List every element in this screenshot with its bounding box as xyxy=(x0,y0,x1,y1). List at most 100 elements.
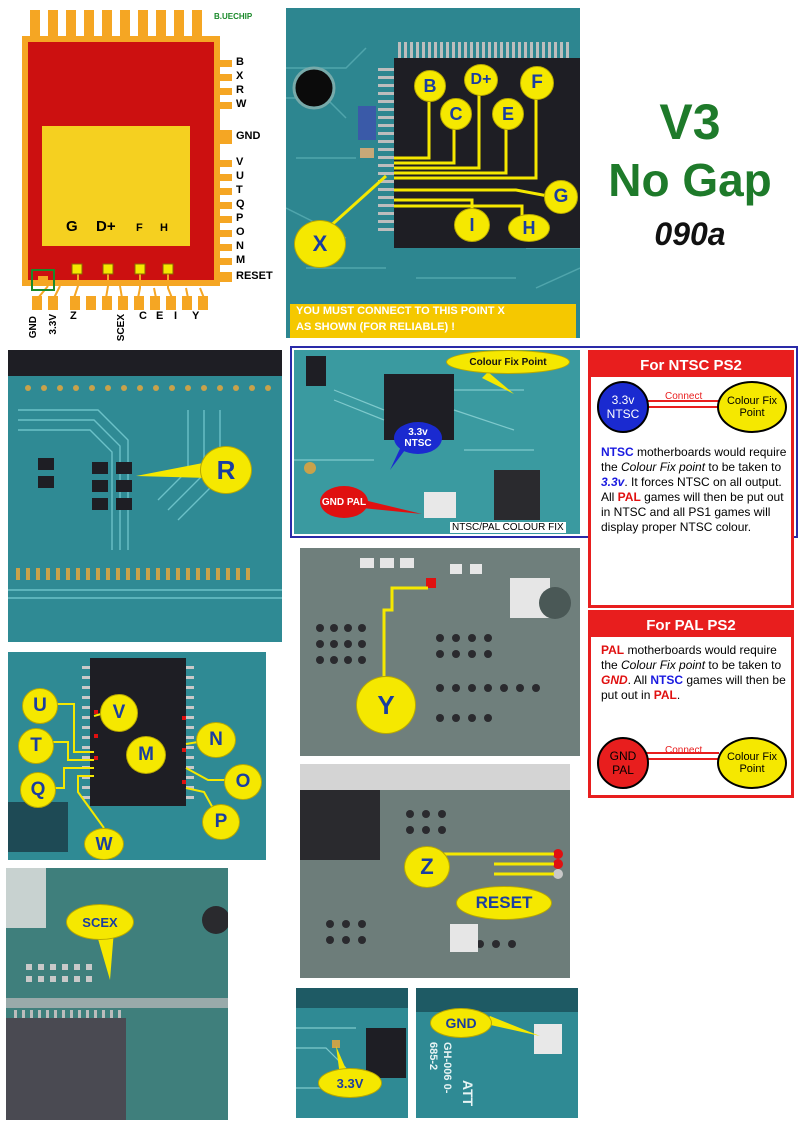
label-c: C xyxy=(440,98,472,130)
ntsc-desc-pal: PAL xyxy=(617,490,641,504)
colour-fix-caption: NTSC/PAL COLOUR FIX xyxy=(450,522,566,533)
chip-diagram: B.UECHIP B X R W GND V U T Q P O N M RES… xyxy=(8,8,278,342)
label-reset: RESET xyxy=(456,886,552,920)
chip-pin-u: U xyxy=(236,170,244,182)
chip-inner-dplus: D+ xyxy=(96,218,116,235)
colour-fix-frame xyxy=(290,346,798,538)
label-v: V xyxy=(100,694,138,732)
label-n: N xyxy=(196,722,236,758)
pal-desc-pal2: PAL xyxy=(653,688,677,702)
gnd-pal-bubble: GND PAL xyxy=(320,486,368,518)
photo-3v3-board xyxy=(296,988,408,1118)
photo-point-3v3: 3.3V xyxy=(296,988,408,1118)
photo-r-board xyxy=(8,350,282,642)
chip-pin-m: M xyxy=(236,254,246,266)
photo-points-uvtmnqopw: U V T M N Q O P W xyxy=(8,652,266,860)
chip-pin-gnd: GND xyxy=(236,130,261,142)
chip-pin-w: W xyxy=(236,98,247,110)
chip-bottom-y: Y xyxy=(192,310,200,322)
point-x-note-line2: AS SHOWN (FOR RELIABLE) ! xyxy=(296,321,455,333)
ntsc-desc-2: motherboards would require the xyxy=(601,445,787,474)
photo-point-scex: SCEX xyxy=(6,868,228,1120)
pal-colour-fix-circle: Colour Fix Point xyxy=(717,737,787,789)
label-scex: SCEX xyxy=(66,904,134,940)
gnd-chip-text: GH-006 0-685-2 xyxy=(427,1042,453,1094)
title-no-gap: No Gap xyxy=(608,154,772,206)
title-v3: V3 xyxy=(659,94,721,150)
pal-desc-pal: PAL xyxy=(601,643,625,657)
photo-point-r: R xyxy=(8,350,282,642)
pal-desc-gnd: GND xyxy=(601,673,628,687)
photo-x-board xyxy=(286,8,580,338)
label-q: Q xyxy=(20,772,56,808)
label-3v3: 3.3V xyxy=(318,1068,382,1098)
label-w: W xyxy=(84,828,124,860)
ntsc-connect-label: Connect xyxy=(665,391,703,402)
chip-inner-f: F xyxy=(136,222,143,234)
point-x-note-line1: YOU MUST CONNECT TO THIS POINT X xyxy=(296,305,505,317)
pal-desc-colour-fix: Colour Fix point xyxy=(621,658,706,672)
pal-desc-ntsc: NTSC xyxy=(650,673,684,687)
label-dplus: D+ xyxy=(464,64,498,96)
chip-bottom-e: E xyxy=(156,310,164,322)
chip-pin-p: P xyxy=(236,212,244,224)
label-b: B xyxy=(414,70,446,102)
ntsc-desc-3v3: 3.3v xyxy=(601,475,625,489)
ntsc-desc-6: . It forces NTSC on all output. All xyxy=(601,475,782,504)
chip-pin-v: V xyxy=(236,156,244,168)
chip-pin-n: N xyxy=(236,240,244,252)
label-y: Y xyxy=(356,676,416,734)
pal-desc-8: games will then be put out in xyxy=(601,673,786,702)
label-m: M xyxy=(126,736,166,774)
photo-scex-board xyxy=(6,868,228,1120)
label-z: Z xyxy=(404,846,450,888)
pal-connect-diagram xyxy=(643,752,719,760)
colour-fix-point-bubble: Colour Fix Point xyxy=(446,350,570,374)
chip-pin-r: R xyxy=(236,84,244,96)
ntsc-description: NTSC motherboards would require the Colo… xyxy=(601,445,787,535)
ntsc-colour-fix-circle: Colour Fix Point xyxy=(717,381,787,433)
label-e: E xyxy=(492,98,524,130)
label-x: X xyxy=(294,220,346,268)
pal-desc-2: motherboards would require the xyxy=(601,643,777,672)
chip-pin-x: X xyxy=(236,70,244,82)
chip-bottom-c: C xyxy=(139,310,147,322)
gnd-att-text: ATT xyxy=(460,1080,476,1107)
label-u: U xyxy=(22,688,58,724)
ntsc-desc-colour-fix: Colour Fix point xyxy=(621,460,706,474)
ntsc-panel: For NTSC PS2 3.3v NTSC Connect Colour Fi… xyxy=(588,350,794,608)
chip-pin-o: O xyxy=(236,226,245,238)
chip-pin-q: Q xyxy=(236,198,245,210)
pal-panel-title: For PAL PS2 xyxy=(591,613,791,637)
pal-panel: For PAL PS2 PAL motherboards would requi… xyxy=(588,610,794,798)
pal-desc-4: to be taken to xyxy=(705,658,782,672)
chip-bottom-3v3: 3.3V xyxy=(48,314,59,335)
pal-desc-6: . All xyxy=(627,673,651,687)
label-i: I xyxy=(454,208,490,242)
pal-description: PAL motherboards would require the Colou… xyxy=(601,643,787,703)
title-version: 090a xyxy=(654,216,726,252)
chip-inner-h: H xyxy=(160,222,168,234)
title-block: V3 No Gap 090a xyxy=(590,96,790,276)
ntsc-panel-title: For NTSC PS2 xyxy=(591,353,791,377)
photo-point-y: Y xyxy=(300,548,580,756)
label-g: G xyxy=(544,180,578,214)
pal-desc-10: . xyxy=(676,688,681,702)
photo-points-z-reset: Z RESET xyxy=(300,764,570,978)
chip-pin-reset: RESET xyxy=(236,270,273,282)
photo-point-x: B C D+ E F G I H X YOU MUST CONNECT TO T… xyxy=(286,8,580,338)
label-o: O xyxy=(224,764,262,800)
chip-bottom-i: I xyxy=(174,310,178,322)
ntsc-desc-4: to be taken to xyxy=(705,460,782,474)
chip-pin-b: B xyxy=(236,56,244,68)
label-gnd: GND xyxy=(430,1008,492,1038)
chip-inner-g: G xyxy=(66,218,78,235)
chip-pinout-graphic xyxy=(22,10,232,310)
ntsc-desc-8: games will then be put out in NTSC and a… xyxy=(601,490,784,534)
photo-y-board xyxy=(300,548,580,756)
chip-bottom-scex: SCEX xyxy=(116,314,127,342)
label-f: F xyxy=(520,66,554,100)
label-t: T xyxy=(18,728,54,764)
label-r: R xyxy=(200,446,252,494)
ntsc-connect-diagram xyxy=(643,400,719,408)
